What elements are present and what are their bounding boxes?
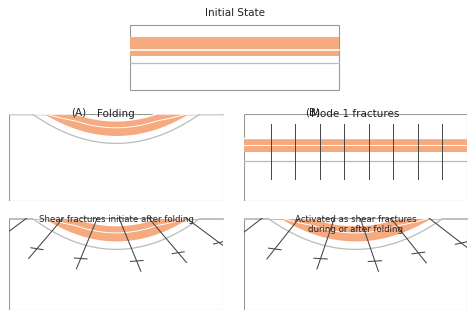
Bar: [244, 138, 467, 152]
Text: Activated as shear fractures
during or after folding: Activated as shear fractures during or a…: [295, 215, 416, 234]
Text: Initial State: Initial State: [205, 8, 264, 18]
Text: (B): (B): [305, 108, 320, 117]
Text: (A): (A): [71, 108, 86, 117]
Text: Shear fractures initiate after folding: Shear fractures initiate after folding: [39, 215, 193, 224]
Text: Folding: Folding: [97, 109, 135, 119]
Bar: [130, 25, 339, 90]
Bar: [130, 37, 339, 56]
Text: Mode 1 fractures: Mode 1 fractures: [311, 109, 400, 119]
